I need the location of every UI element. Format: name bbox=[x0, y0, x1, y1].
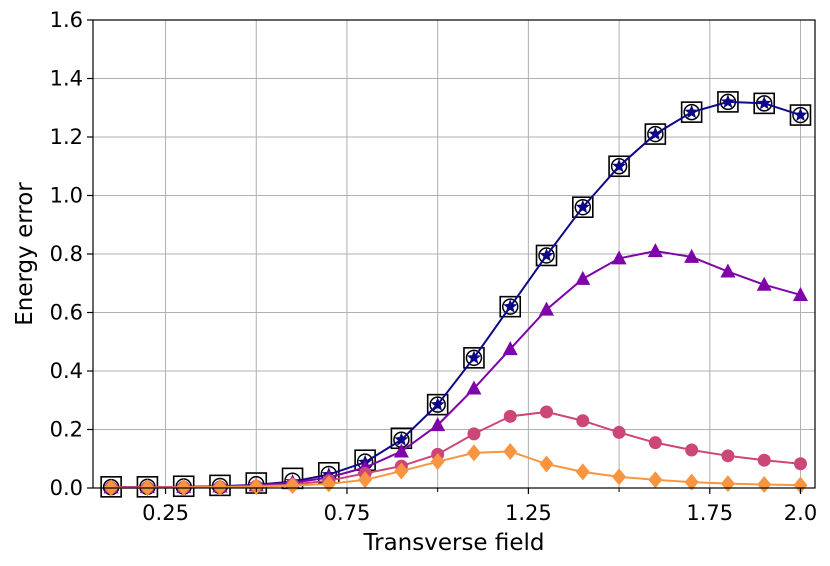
data-point bbox=[757, 475, 772, 493]
x-tick-label: 1.75 bbox=[686, 501, 733, 525]
series-layer bbox=[100, 91, 812, 498]
data-point bbox=[720, 94, 736, 108]
data-point bbox=[793, 476, 808, 494]
data-point bbox=[426, 393, 449, 416]
data-point bbox=[680, 101, 703, 123]
data-point bbox=[793, 107, 808, 122]
grid-lines bbox=[93, 19, 815, 489]
x-tick-label: 0.25 bbox=[142, 501, 189, 525]
data-point bbox=[611, 250, 627, 265]
data-point bbox=[648, 471, 663, 489]
x-axis-label: Transverse field bbox=[362, 530, 544, 556]
data-point bbox=[393, 443, 409, 458]
data-point bbox=[684, 248, 700, 263]
y-axis-label: Energy error bbox=[12, 182, 38, 326]
data-point bbox=[608, 155, 630, 178]
data-point bbox=[575, 199, 590, 214]
data-point bbox=[647, 243, 663, 258]
data-point bbox=[539, 247, 554, 262]
data-point bbox=[465, 349, 483, 367]
data-point bbox=[757, 453, 771, 467]
data-point bbox=[721, 449, 735, 463]
data-point bbox=[683, 103, 700, 121]
y-tick-label: 1.2 bbox=[50, 125, 83, 149]
data-point bbox=[792, 106, 809, 124]
data-point bbox=[793, 457, 807, 471]
data-point bbox=[285, 477, 300, 495]
data-point bbox=[539, 455, 554, 473]
series-0 bbox=[100, 91, 812, 498]
y-tick-label: 0.4 bbox=[50, 359, 83, 383]
data-point bbox=[611, 158, 627, 173]
data-point bbox=[535, 244, 558, 267]
x-tick-label: 1.25 bbox=[505, 501, 552, 525]
data-point bbox=[612, 425, 626, 439]
data-point bbox=[685, 443, 699, 457]
data-point bbox=[503, 442, 518, 460]
axis-ticks: 0.25 0.75 1.25 1.75 2.0 0.0 0.2 0.4 0.6 0.8 1.0 1.2… bbox=[50, 8, 818, 525]
data-point bbox=[430, 453, 445, 471]
data-point bbox=[684, 104, 699, 119]
data-point bbox=[466, 350, 482, 364]
data-point bbox=[503, 409, 517, 423]
data-point bbox=[538, 247, 555, 264]
data-point bbox=[789, 104, 812, 126]
y-tick-label: 0.6 bbox=[50, 301, 83, 325]
data-point bbox=[394, 462, 409, 480]
data-point bbox=[503, 299, 518, 313]
data-point bbox=[576, 414, 590, 428]
x-tick-label: 2.0 bbox=[784, 501, 817, 525]
data-point bbox=[792, 286, 808, 301]
data-point bbox=[463, 347, 485, 369]
y-tick-label: 1.0 bbox=[50, 184, 83, 208]
y-tick-label: 1.6 bbox=[50, 8, 83, 32]
data-point bbox=[502, 341, 518, 356]
data-point bbox=[610, 158, 628, 175]
series-1 bbox=[102, 93, 809, 496]
data-point bbox=[539, 301, 555, 316]
data-point bbox=[574, 198, 592, 216]
data-point bbox=[575, 270, 591, 285]
data-point bbox=[540, 405, 554, 419]
data-point bbox=[358, 471, 373, 489]
data-point bbox=[501, 298, 519, 315]
data-point bbox=[466, 444, 481, 462]
data-point bbox=[430, 397, 445, 411]
data-point bbox=[720, 263, 736, 278]
data-point bbox=[571, 196, 594, 218]
data-point bbox=[648, 436, 662, 450]
data-point bbox=[612, 468, 627, 486]
data-point bbox=[249, 478, 264, 496]
y-tick-label: 1.4 bbox=[50, 67, 83, 91]
data-point bbox=[757, 95, 772, 110]
data-point bbox=[756, 276, 772, 291]
y-tick-label: 0.0 bbox=[50, 476, 83, 500]
series-3 bbox=[103, 243, 808, 494]
data-point bbox=[467, 427, 481, 441]
data-point bbox=[499, 295, 522, 318]
data-point bbox=[644, 123, 667, 145]
series-2 bbox=[104, 94, 808, 494]
data-point bbox=[575, 463, 590, 481]
x-tick-label: 0.75 bbox=[324, 501, 371, 525]
data-point bbox=[429, 396, 446, 413]
data-point bbox=[684, 473, 699, 491]
y-tick-label: 0.8 bbox=[50, 242, 83, 266]
data-point bbox=[430, 417, 446, 432]
series-5 bbox=[104, 442, 808, 497]
data-point bbox=[720, 475, 735, 493]
y-tick-label: 0.2 bbox=[50, 418, 83, 442]
data-point bbox=[212, 478, 227, 496]
data-point bbox=[466, 380, 482, 395]
data-point bbox=[394, 432, 409, 446]
data-point bbox=[648, 126, 663, 141]
